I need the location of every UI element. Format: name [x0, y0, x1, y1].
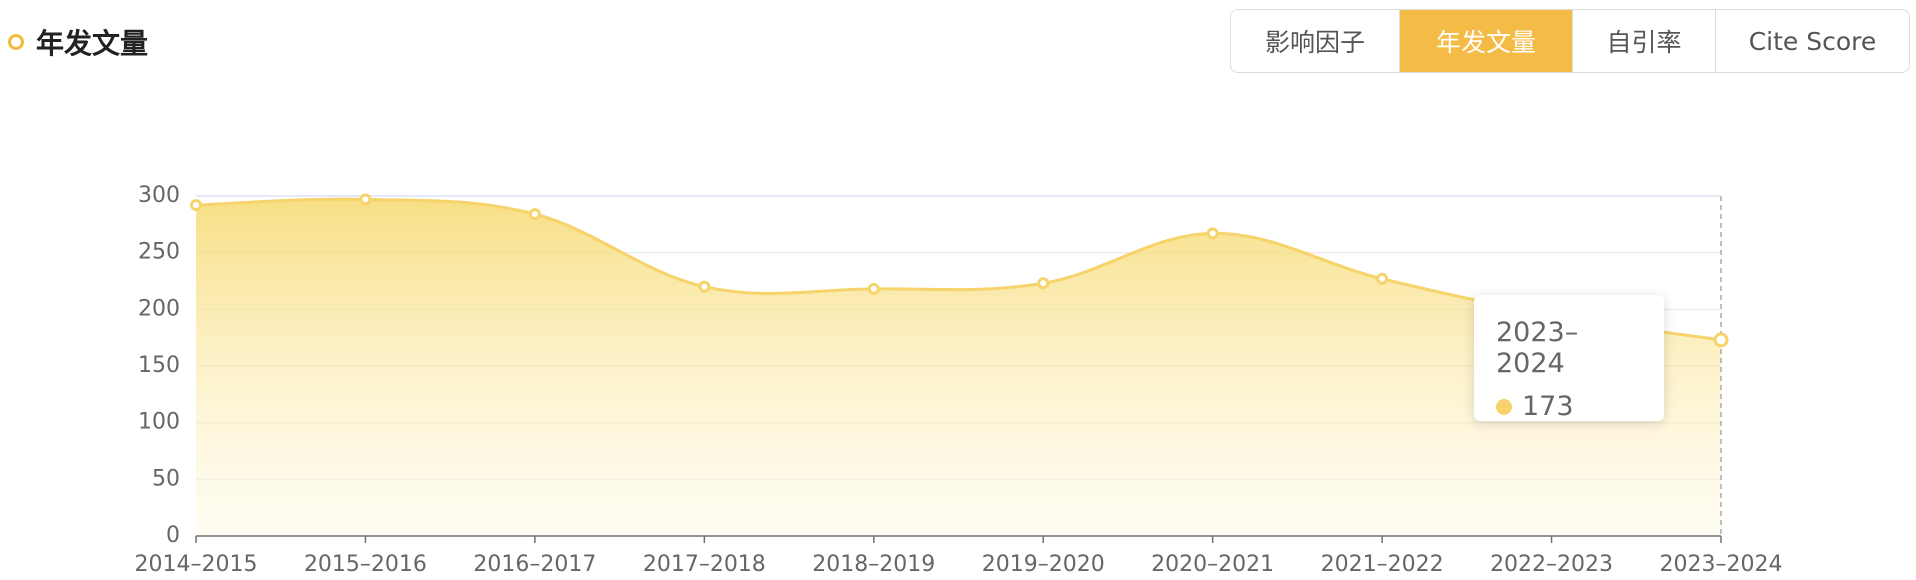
- y-tick-label: 0: [166, 523, 180, 548]
- tooltip: 2023–2024 173: [1474, 295, 1664, 422]
- point: [190, 199, 202, 212]
- point: [1376, 272, 1389, 285]
- point: [698, 280, 711, 293]
- y-tick-label: 200: [138, 296, 180, 321]
- point: [528, 208, 541, 221]
- x-tick-label: 2014–2015: [135, 552, 258, 577]
- x-tick-label: 2016–2017: [473, 552, 596, 577]
- tab[interactable]: Cite Score: [1748, 26, 1877, 56]
- tooltip-value: 173: [1522, 391, 1574, 422]
- x-tick-label: 2020–2021: [1151, 552, 1274, 577]
- y-tick-label: 150: [138, 353, 180, 378]
- point: [359, 193, 372, 206]
- line: [195, 197, 1722, 342]
- y-tick-label: 100: [138, 410, 180, 435]
- tab[interactable]: 自引率: [1573, 10, 1716, 72]
- x-tick-label: 2021–2022: [1321, 552, 1444, 577]
- area: [196, 199, 1721, 536]
- point: [1713, 332, 1729, 348]
- tab-bar: 影响因子 年发文量 自引率 Cite Score: [1230, 9, 1910, 73]
- x-tick-label: 2022–2023: [1490, 552, 1613, 577]
- y-tick-label: 300: [138, 183, 180, 208]
- y-tick-label: 50: [152, 466, 180, 491]
- x-tick-label: 2019–2020: [982, 552, 1105, 577]
- x-tick-label: 2017–2018: [643, 552, 766, 577]
- tooltip-swatch: [1496, 398, 1512, 415]
- x-tick-label: 2018–2019: [812, 552, 935, 577]
- tab[interactable]: 影响因子: [1231, 10, 1400, 72]
- point: [867, 282, 880, 295]
- x-tick-label: 2015–2016: [304, 552, 427, 577]
- tab[interactable]: 年发文量: [1400, 10, 1573, 72]
- title-icon: [8, 34, 24, 50]
- x-tick-label: 2023–2024: [1660, 552, 1783, 577]
- point: [1206, 227, 1219, 240]
- tooltip-category: 2023–2024: [1496, 317, 1579, 379]
- point: [1037, 277, 1050, 290]
- y-tick-label: 250: [138, 240, 180, 265]
- title: 年发文量: [36, 27, 149, 60]
- header: 年发文量: [8, 22, 148, 62]
